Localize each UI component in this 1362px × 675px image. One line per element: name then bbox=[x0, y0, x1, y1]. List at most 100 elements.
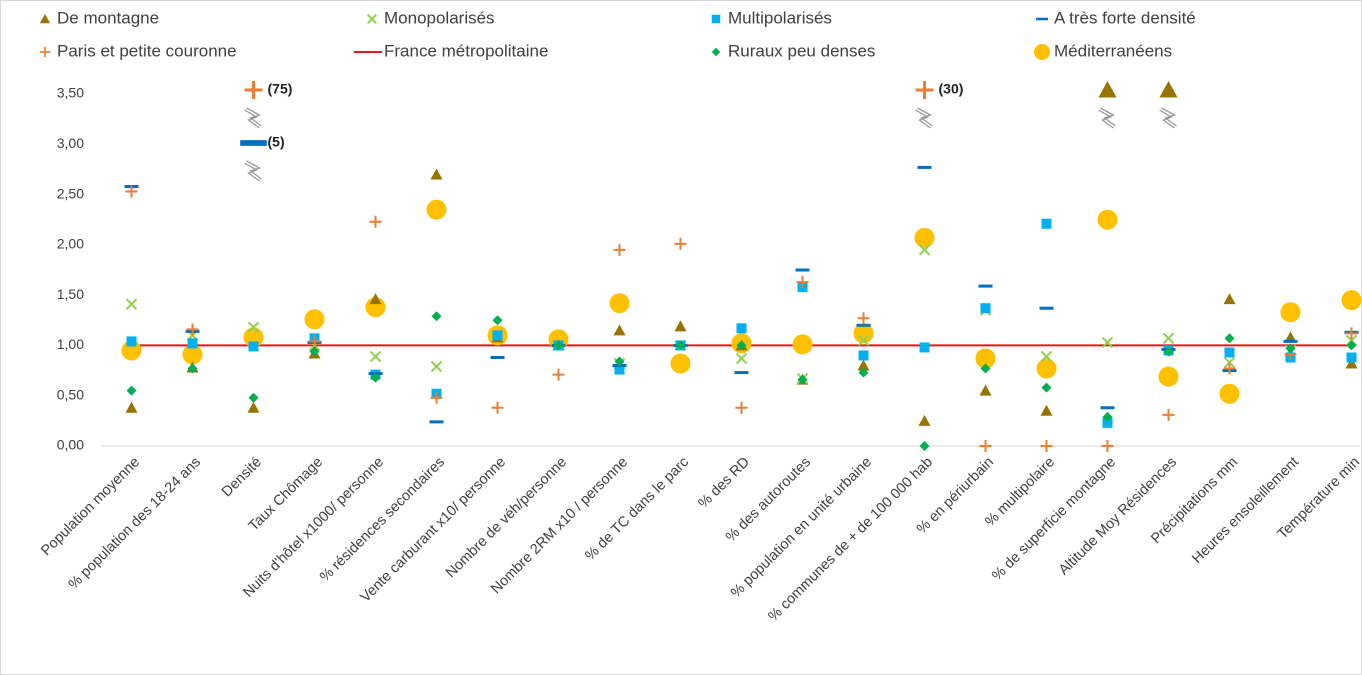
marker-diamond bbox=[492, 315, 503, 326]
marker-cross bbox=[1345, 334, 1358, 347]
marker-triangle bbox=[1159, 81, 1178, 98]
marker-plus bbox=[244, 81, 263, 99]
marker-diamond bbox=[1285, 343, 1296, 354]
marker-circle bbox=[1158, 366, 1179, 387]
marker-triangle bbox=[39, 13, 51, 24]
marker-plus bbox=[857, 312, 870, 325]
marker-plus bbox=[1101, 440, 1114, 452]
legend-label: Multipolarisés bbox=[728, 8, 832, 27]
marker-circle bbox=[426, 199, 447, 220]
y-tick-label: 1,50 bbox=[57, 286, 84, 302]
marker-cross bbox=[430, 360, 443, 373]
marker-diamond bbox=[1224, 333, 1235, 344]
axis-break bbox=[244, 160, 262, 182]
marker-circle bbox=[1341, 290, 1362, 311]
marker-diamond bbox=[919, 441, 930, 451]
legend-label: Paris et petite couronne bbox=[57, 41, 237, 60]
y-tick-label: 0,50 bbox=[57, 386, 84, 402]
marker-triangle bbox=[125, 401, 138, 413]
marker-plus bbox=[979, 440, 992, 452]
marker-cross bbox=[367, 14, 377, 24]
marker-circle bbox=[975, 348, 996, 369]
marker-dash bbox=[1283, 339, 1298, 343]
marker-plus bbox=[125, 185, 138, 198]
y-tick-label: 3,50 bbox=[57, 85, 84, 101]
marker-circle bbox=[670, 353, 691, 374]
marker-plus bbox=[39, 46, 51, 58]
marker-diamond bbox=[1163, 346, 1174, 357]
marker-circle bbox=[1219, 383, 1240, 404]
marker-diamond bbox=[614, 356, 625, 367]
marker-triangle bbox=[430, 168, 443, 180]
marker-circle bbox=[1034, 44, 1050, 60]
marker-dash bbox=[978, 284, 993, 288]
marker-plus bbox=[1345, 327, 1358, 340]
y-tick-label: 0,00 bbox=[57, 437, 84, 453]
y-tick-label: 1,00 bbox=[57, 336, 84, 352]
marker-plus bbox=[735, 401, 748, 414]
marker-circle bbox=[853, 323, 874, 344]
marker-diamond bbox=[736, 340, 747, 351]
marker-cross bbox=[857, 334, 870, 347]
marker-cross bbox=[369, 350, 382, 363]
marker-triangle bbox=[369, 293, 382, 305]
legend-label: A très forte densité bbox=[1054, 8, 1196, 27]
marker-dash bbox=[734, 371, 749, 375]
marker-dash bbox=[429, 420, 444, 424]
marker-circle bbox=[1280, 302, 1301, 323]
off-scale-label: (30) bbox=[939, 81, 964, 97]
marker-triangle bbox=[979, 384, 992, 396]
marker-diamond bbox=[858, 367, 869, 378]
marker-square bbox=[126, 336, 137, 347]
marker-diamond bbox=[980, 363, 991, 374]
marker-triangle bbox=[918, 414, 931, 426]
marker-plus bbox=[915, 81, 934, 99]
marker-diamond bbox=[187, 363, 198, 374]
marker-circle bbox=[914, 227, 935, 248]
axis-break bbox=[1159, 107, 1177, 129]
marker-square bbox=[919, 342, 930, 353]
legend-label: Méditerranéens bbox=[1054, 41, 1172, 60]
marker-circle bbox=[304, 309, 325, 330]
marker-square bbox=[1346, 352, 1357, 363]
marker-triangle bbox=[857, 359, 870, 371]
marker-diamond bbox=[370, 372, 381, 383]
marker-dash bbox=[1036, 17, 1048, 21]
marker-dash bbox=[856, 323, 871, 327]
marker-triangle bbox=[674, 320, 687, 332]
marker-cross bbox=[1162, 332, 1175, 345]
marker-triangle bbox=[1040, 404, 1053, 416]
marker-square bbox=[858, 350, 869, 361]
marker-triangle bbox=[247, 401, 260, 413]
marker-plus bbox=[796, 276, 809, 289]
marker-circle bbox=[609, 293, 630, 314]
marker-diamond bbox=[1102, 411, 1113, 422]
marker-square bbox=[248, 341, 259, 352]
legend-label: Ruraux peu denses bbox=[728, 41, 875, 60]
marker-diamond bbox=[553, 340, 564, 351]
y-tick-label: 3,00 bbox=[57, 135, 84, 151]
marker-diamond bbox=[126, 385, 137, 396]
y-tick-label: 2,00 bbox=[57, 236, 84, 252]
marker-triangle bbox=[613, 324, 626, 336]
marker-plus bbox=[674, 237, 687, 250]
marker-triangle bbox=[1284, 331, 1297, 343]
axis-break bbox=[1098, 107, 1116, 129]
marker-dash bbox=[795, 268, 810, 272]
marker-dash bbox=[240, 140, 267, 146]
y-tick-label: 2,50 bbox=[57, 185, 84, 201]
marker-triangle bbox=[1098, 81, 1117, 98]
marker-square bbox=[1041, 218, 1052, 229]
marker-square bbox=[187, 338, 198, 349]
marker-square bbox=[980, 303, 991, 314]
marker-plus bbox=[1040, 440, 1053, 452]
marker-diamond bbox=[675, 340, 686, 351]
marker-triangle bbox=[1223, 293, 1236, 305]
axis-break bbox=[244, 107, 262, 129]
marker-diamond bbox=[309, 346, 320, 357]
marker-plus bbox=[430, 391, 443, 404]
marker-diamond bbox=[711, 47, 721, 57]
marker-plus bbox=[1223, 362, 1236, 375]
